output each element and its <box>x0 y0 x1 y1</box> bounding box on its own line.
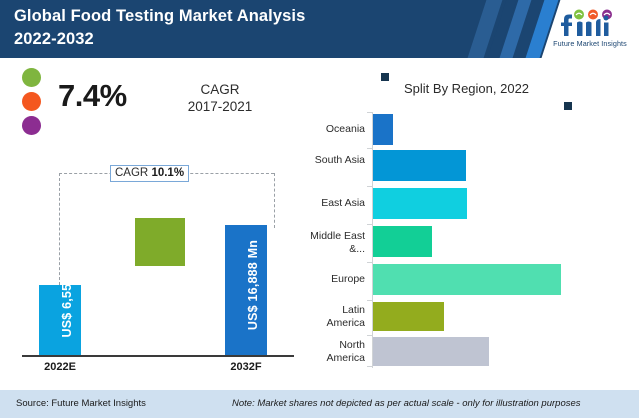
footer-bar: Source: Future Market Insights Note: Mar… <box>0 390 639 418</box>
region-split-bar-chart: Oceania South Asia East Asia Middle East… <box>310 112 635 374</box>
footer-note: Note: Market shares not depicted as per … <box>232 398 581 409</box>
region-row-south-asia: South Asia <box>310 148 635 186</box>
cagr-connector-left <box>59 173 60 285</box>
page-title-line2: 2022-2032 <box>14 30 94 48</box>
market-size-column-chart: CAGR 10.1% US$ 6,550 Mn 2022E US$ 16,888… <box>12 150 302 385</box>
column-bar-2022e-value: US$ 6,550 Mn <box>60 254 74 338</box>
cagr-value: 7.4% <box>58 78 127 113</box>
region-label-middle-east: Middle East &... <box>310 230 365 255</box>
region-row-latin-america: Latin America <box>310 300 635 335</box>
region-row-north-america: North America <box>310 335 635 370</box>
region-chart-axis <box>372 112 373 368</box>
cagr-period-block: CAGR 2017-2021 <box>172 81 268 115</box>
region-bar-latin-america[interactable] <box>373 302 444 331</box>
region-row-oceania: Oceania <box>310 112 635 148</box>
region-bar-south-asia[interactable] <box>373 150 466 181</box>
footer-source: Source: Future Market Insights <box>16 398 146 409</box>
region-label-latin-america: Latin America <box>326 304 365 329</box>
column-bar-2032f[interactable]: US$ 16,888 Mn <box>225 225 267 355</box>
region-tick-bottom <box>367 366 373 367</box>
fmi-logo: Future Market Insights <box>548 6 632 52</box>
region-row-east-asia: East Asia <box>310 186 635 224</box>
decorative-square-right <box>564 102 572 110</box>
region-label-oceania: Oceania <box>325 123 365 135</box>
region-bar-europe[interactable] <box>373 264 561 295</box>
cagr-period: 2017-2021 <box>187 99 253 114</box>
page-title: Global Food Testing Market Analysis 2022… <box>14 5 414 51</box>
region-tick-europe <box>367 262 373 263</box>
region-tick-middle-east <box>367 224 373 225</box>
column-bar-2022e[interactable]: US$ 6,550 Mn <box>39 255 81 355</box>
region-bar-oceania[interactable] <box>373 114 393 145</box>
region-tick-north-america <box>367 335 373 336</box>
fmi-logo-caption: Future Market Insights <box>553 39 627 48</box>
cagr-annotation-badge: CAGR 10.1% <box>110 165 190 182</box>
region-row-middle-east: Middle East &... <box>310 224 635 262</box>
cagr-connector-right <box>274 173 275 228</box>
region-chart-title: Split By Region, 2022 <box>404 81 530 96</box>
column-chart-baseline <box>22 355 294 357</box>
column-xlabel-2022e: 2022E <box>44 361 76 373</box>
region-bar-north-america[interactable] <box>373 337 489 366</box>
decorative-green-square <box>135 218 185 266</box>
region-bar-east-asia[interactable] <box>373 188 467 219</box>
region-label-north-america: North America <box>326 339 365 364</box>
region-bar-middle-east[interactable] <box>373 226 432 257</box>
cagr-label: CAGR <box>200 82 240 97</box>
dot-orange-icon <box>22 92 41 111</box>
page-title-line1: Global Food Testing Market Analysis <box>14 7 306 25</box>
cagr-annotation-label: CAGR <box>115 167 149 179</box>
region-tick-east-asia <box>367 186 373 187</box>
region-label-south-asia: South Asia <box>314 154 365 166</box>
dot-green-icon <box>22 68 41 87</box>
column-xlabel-2032f: 2032F <box>230 361 262 373</box>
region-label-east-asia: East Asia <box>321 197 365 209</box>
decorative-square-left <box>381 73 389 81</box>
region-tick-south-asia <box>367 148 373 149</box>
dot-purple-icon <box>22 116 41 135</box>
region-label-europe: Europe <box>331 273 365 285</box>
cagr-dot-group <box>22 68 42 136</box>
column-bar-2032f-value: US$ 16,888 Mn <box>246 239 260 331</box>
region-tick-latin-america <box>367 300 373 301</box>
region-row-europe: Europe <box>310 262 635 300</box>
header-bar: Global Food Testing Market Analysis 2022… <box>0 0 639 58</box>
region-tick-oceania <box>367 112 373 113</box>
fmi-logo-icon <box>561 9 612 36</box>
cagr-annotation-value: 10.1% <box>151 167 185 179</box>
